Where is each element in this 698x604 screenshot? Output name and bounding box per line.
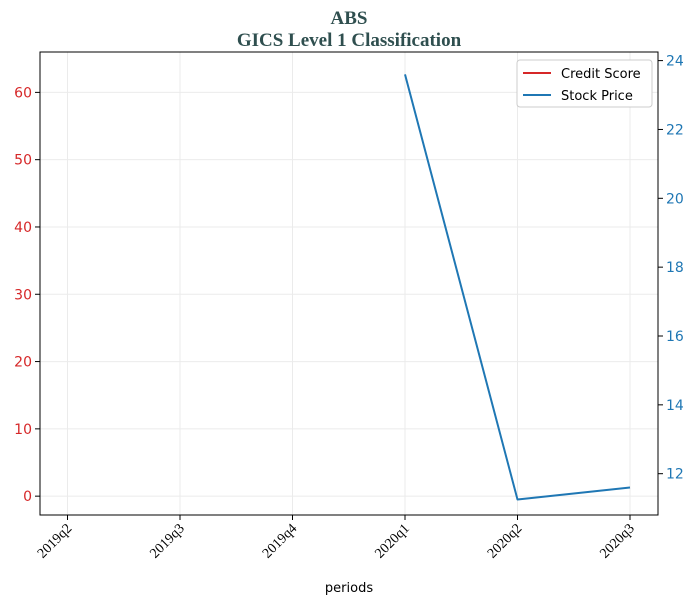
legend: Credit Score Stock Price	[516, 59, 653, 108]
grid-lines	[40, 52, 658, 515]
right-tick-label: 14	[666, 398, 684, 414]
left-tick-label: 60	[14, 85, 32, 101]
x-axis-label: periods	[325, 581, 373, 596]
right-axis: 12 14 16 18 20 22 24	[658, 54, 684, 483]
right-tick-label: 18	[666, 260, 684, 276]
legend-label-stock-price: Stock Price	[561, 89, 633, 104]
left-tick-label: 0	[23, 489, 32, 505]
chart-subtitle: GICS Level 1 Classification	[237, 30, 462, 51]
left-axis: 0 10 20 30 40 50 60	[14, 85, 40, 505]
x-axis: 2019q2 2019q3 2019q4 2020q1 2020q2 2020q3	[35, 515, 638, 562]
x-tick-label: 2019q3	[148, 521, 188, 561]
right-tick-label: 12	[666, 467, 684, 483]
chart-title: ABS	[331, 8, 368, 29]
plot-frame	[39, 51, 659, 516]
x-tick-label: 2020q3	[598, 521, 638, 561]
x-tick-label: 2019q2	[35, 521, 75, 561]
left-tick-label: 10	[14, 422, 32, 438]
x-tick-label: 2019q4	[260, 521, 300, 561]
right-tick-label: 22	[666, 122, 684, 138]
series-line-stock-price	[404, 74, 631, 501]
right-tick-label: 20	[666, 191, 684, 207]
left-tick-label: 20	[14, 355, 32, 371]
right-tick-label: 16	[666, 329, 684, 345]
legend-label-credit-score: Credit Score	[561, 67, 641, 82]
x-tick-label: 2020q1	[373, 521, 413, 561]
right-tick-label: 24	[666, 54, 684, 70]
left-tick-label: 50	[14, 153, 32, 169]
x-tick-label: 2020q2	[485, 521, 525, 561]
left-tick-label: 30	[14, 287, 32, 303]
series-lines	[404, 74, 631, 501]
left-tick-label: 40	[14, 220, 32, 236]
